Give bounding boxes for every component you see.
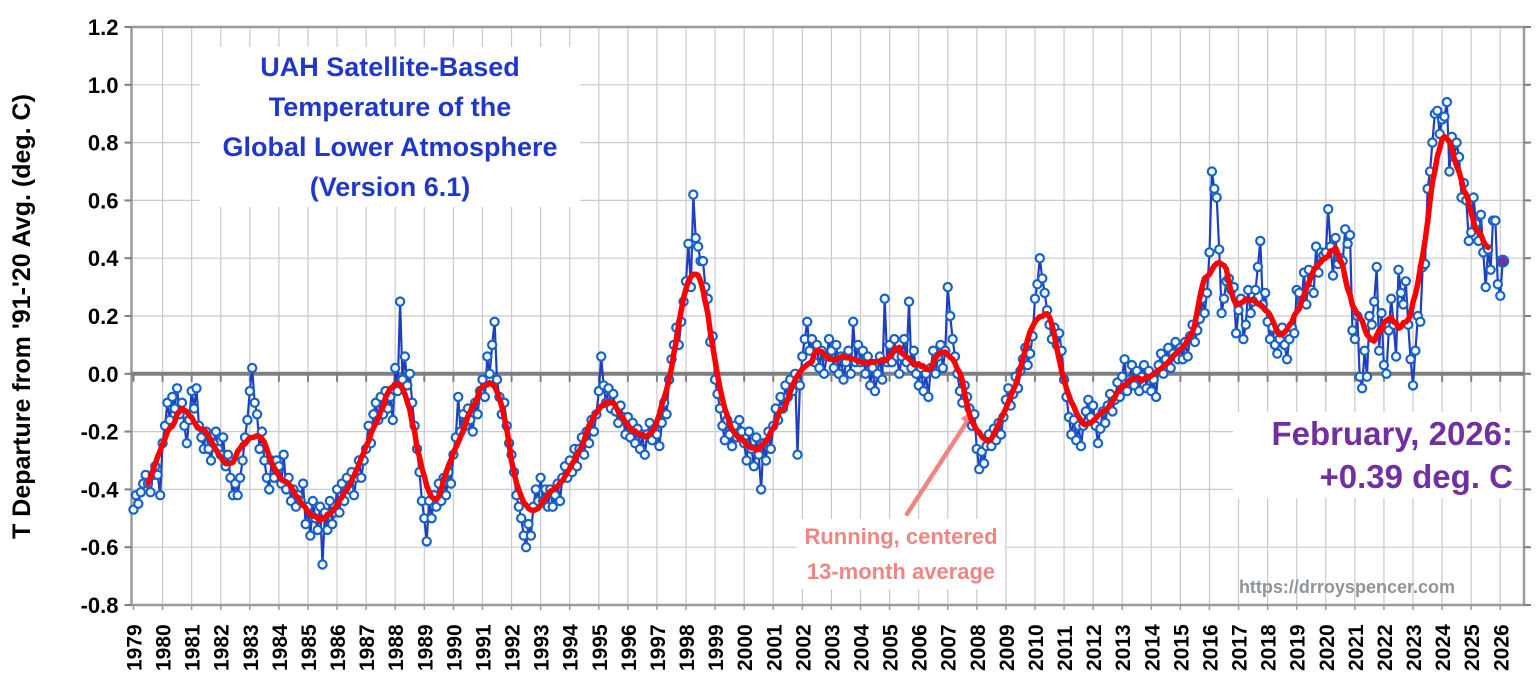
svg-text:1989: 1989 — [414, 624, 437, 671]
svg-text:2010: 2010 — [1025, 624, 1048, 671]
svg-text:2020: 2020 — [1316, 624, 1339, 671]
svg-text:1991: 1991 — [472, 624, 495, 671]
svg-text:2021: 2021 — [1345, 624, 1368, 671]
svg-text:2000: 2000 — [734, 624, 757, 671]
svg-text:2016: 2016 — [1199, 624, 1222, 671]
svg-text:2025: 2025 — [1461, 624, 1484, 671]
svg-text:1982: 1982 — [211, 624, 234, 671]
svg-text:1988: 1988 — [385, 624, 408, 671]
svg-text:1997: 1997 — [647, 624, 670, 671]
svg-text:2011: 2011 — [1054, 625, 1077, 671]
svg-text:2001: 2001 — [763, 624, 786, 671]
svg-text:2004: 2004 — [851, 624, 874, 671]
svg-text:1999: 1999 — [705, 624, 728, 671]
svg-text:1995: 1995 — [589, 624, 612, 671]
svg-text:2017: 2017 — [1229, 624, 1252, 671]
svg-text:-0.8: -0.8 — [81, 593, 119, 618]
svg-text:1996: 1996 — [618, 624, 641, 671]
svg-text:2026: 2026 — [1490, 624, 1513, 671]
svg-text:1980: 1980 — [153, 624, 176, 671]
svg-text:1.0: 1.0 — [88, 73, 119, 98]
svg-text:2022: 2022 — [1374, 624, 1397, 671]
svg-text:-0.6: -0.6 — [81, 535, 119, 560]
svg-text:2015: 2015 — [1170, 624, 1193, 671]
svg-text:1979: 1979 — [124, 624, 147, 671]
svg-text:2002: 2002 — [792, 624, 815, 671]
svg-text:2007: 2007 — [938, 624, 961, 671]
latest-value-annotation: February, 2026: +0.39 deg. C — [1233, 412, 1513, 498]
svg-text:2013: 2013 — [1112, 624, 1135, 671]
svg-text:2014: 2014 — [1141, 624, 1164, 671]
svg-text:2012: 2012 — [1083, 624, 1106, 671]
svg-text:-0.2: -0.2 — [81, 420, 119, 445]
latest-value-number: +0.39 deg. C — [1319, 458, 1513, 495]
svg-text:0.2: 0.2 — [88, 304, 119, 329]
svg-text:1986: 1986 — [327, 624, 350, 671]
svg-text:1981: 1981 — [182, 624, 205, 671]
latest-value-month: February, 2026: — [1271, 415, 1513, 452]
svg-text:1994: 1994 — [560, 624, 583, 671]
svg-text:1985: 1985 — [298, 624, 321, 671]
svg-text:0.8: 0.8 — [88, 131, 119, 156]
svg-text:2024: 2024 — [1432, 624, 1455, 671]
chart-title: UAH Satellite-Based Temperature of the G… — [200, 47, 580, 207]
svg-text:1987: 1987 — [356, 624, 379, 671]
svg-text:-0.4: -0.4 — [81, 477, 120, 502]
svg-text:0.0: 0.0 — [88, 362, 119, 387]
svg-text:1984: 1984 — [269, 624, 292, 671]
svg-text:2005: 2005 — [880, 624, 903, 671]
svg-text:1993: 1993 — [531, 624, 554, 671]
svg-text:1998: 1998 — [676, 624, 699, 671]
svg-text:2023: 2023 — [1403, 624, 1426, 671]
running-average-label-line-2: 13-month average — [806, 559, 996, 584]
watermark-url: https://drroyspencer.com — [1238, 577, 1455, 597]
svg-text:1983: 1983 — [240, 624, 263, 671]
svg-text:2008: 2008 — [967, 624, 990, 671]
chart-title-line-2: Temperature of the — [268, 92, 512, 122]
chart-title-line-3: Global Lower Atmosphere — [222, 132, 558, 162]
svg-text:1990: 1990 — [443, 624, 466, 671]
svg-text:2009: 2009 — [996, 624, 1019, 671]
svg-text:2018: 2018 — [1258, 624, 1281, 671]
running-average-label: Running, centered 13-month average — [797, 519, 1005, 589]
svg-text:1.2: 1.2 — [88, 15, 119, 40]
y-axis-title: T Departure from '91-'20 Avg. (deg. C) — [8, 94, 36, 539]
chart-title-line-4: (Version 6.1) — [309, 172, 471, 202]
svg-text:2006: 2006 — [909, 624, 932, 671]
svg-text:1992: 1992 — [502, 624, 525, 671]
svg-text:0.6: 0.6 — [88, 188, 119, 213]
svg-text:2019: 2019 — [1287, 624, 1310, 671]
svg-text:0.4: 0.4 — [88, 246, 119, 271]
svg-text:2003: 2003 — [821, 624, 844, 671]
running-average-label-line-1: Running, centered — [804, 524, 998, 549]
chart-title-line-1: UAH Satellite-Based — [260, 52, 520, 82]
